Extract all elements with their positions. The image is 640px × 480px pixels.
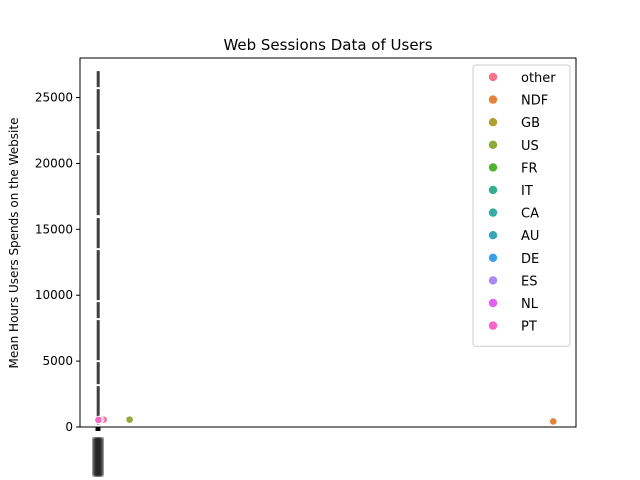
y-tick-label: 20000: [35, 156, 73, 170]
x-tick-label-overlap: [92, 439, 101, 477]
chart-title: Web Sessions Data of Users: [223, 36, 432, 54]
x-tick-label-overlap: [95, 437, 104, 475]
x-tick-label-overlap: [94, 439, 103, 477]
legend-marker: [488, 253, 498, 262]
legend-marker: [488, 95, 498, 104]
legend-label: IT: [521, 184, 533, 199]
y-tick-label: 5000: [42, 354, 73, 368]
plot-frame: [79, 57, 577, 428]
legend-label: GB: [521, 116, 540, 131]
legend-marker: [488, 321, 498, 330]
legend-marker: [488, 298, 498, 308]
y-tick-label: 25000: [35, 91, 73, 105]
legend-label: DE: [521, 252, 539, 267]
legend-marker: [488, 163, 498, 172]
legend-label: PT: [521, 320, 537, 335]
legend: other NDF GB US FR IT CA AU DE ES NL PT: [472, 64, 571, 347]
legend-label: NDF: [521, 94, 548, 109]
x-tick-label-overlap: [93, 437, 102, 475]
x-tick-label-overlap: [94, 438, 103, 476]
legend-label: CA: [521, 207, 539, 222]
legend-label: AU: [521, 229, 539, 244]
legend-label: FR: [521, 161, 538, 176]
x-axis: [92, 427, 104, 477]
x-tick-label-overlap: [94, 437, 103, 475]
legend-marker: [488, 276, 498, 285]
x-tick-label-overlap: [93, 439, 102, 477]
x-tick-label-overlap: [95, 438, 104, 476]
legend-label: ES: [521, 274, 537, 289]
y-tick-label: 10000: [35, 288, 73, 302]
legend-marker: [488, 231, 498, 240]
legend-marker: [488, 118, 498, 127]
y-tick-label: 0: [65, 420, 73, 434]
legend-marker: [488, 140, 498, 149]
x-tick-label-overlap: [95, 437, 104, 475]
x-tick-label-overlap: [92, 438, 101, 476]
legend-label: other: [521, 71, 556, 86]
point-ndf: [549, 417, 558, 426]
x-tick-label-overlap: [95, 439, 104, 477]
x-tick-label-overlap: [94, 439, 103, 477]
x-tick-label-overlap: [92, 437, 101, 475]
data-points: [94, 415, 558, 426]
legend-marker: [488, 72, 498, 82]
x-tick-label-overlap: [93, 438, 102, 476]
point-us: [125, 415, 134, 424]
y-tick-label: 15000: [35, 222, 73, 236]
legend-label: NL: [521, 297, 539, 312]
legend-marker: [488, 185, 498, 195]
x-tick-label-overlap: [92, 437, 101, 475]
y-axis-label: Mean Hours Users Spends on the Website: [7, 118, 21, 369]
y-axis: 0 5000 10000 15000 20000 25000: [35, 91, 80, 434]
point-pt: [94, 415, 103, 424]
legend-marker: [488, 208, 498, 217]
legend-label: US: [521, 139, 539, 154]
x-tick-label-overlap: [93, 438, 102, 476]
legend-box: [472, 64, 571, 347]
